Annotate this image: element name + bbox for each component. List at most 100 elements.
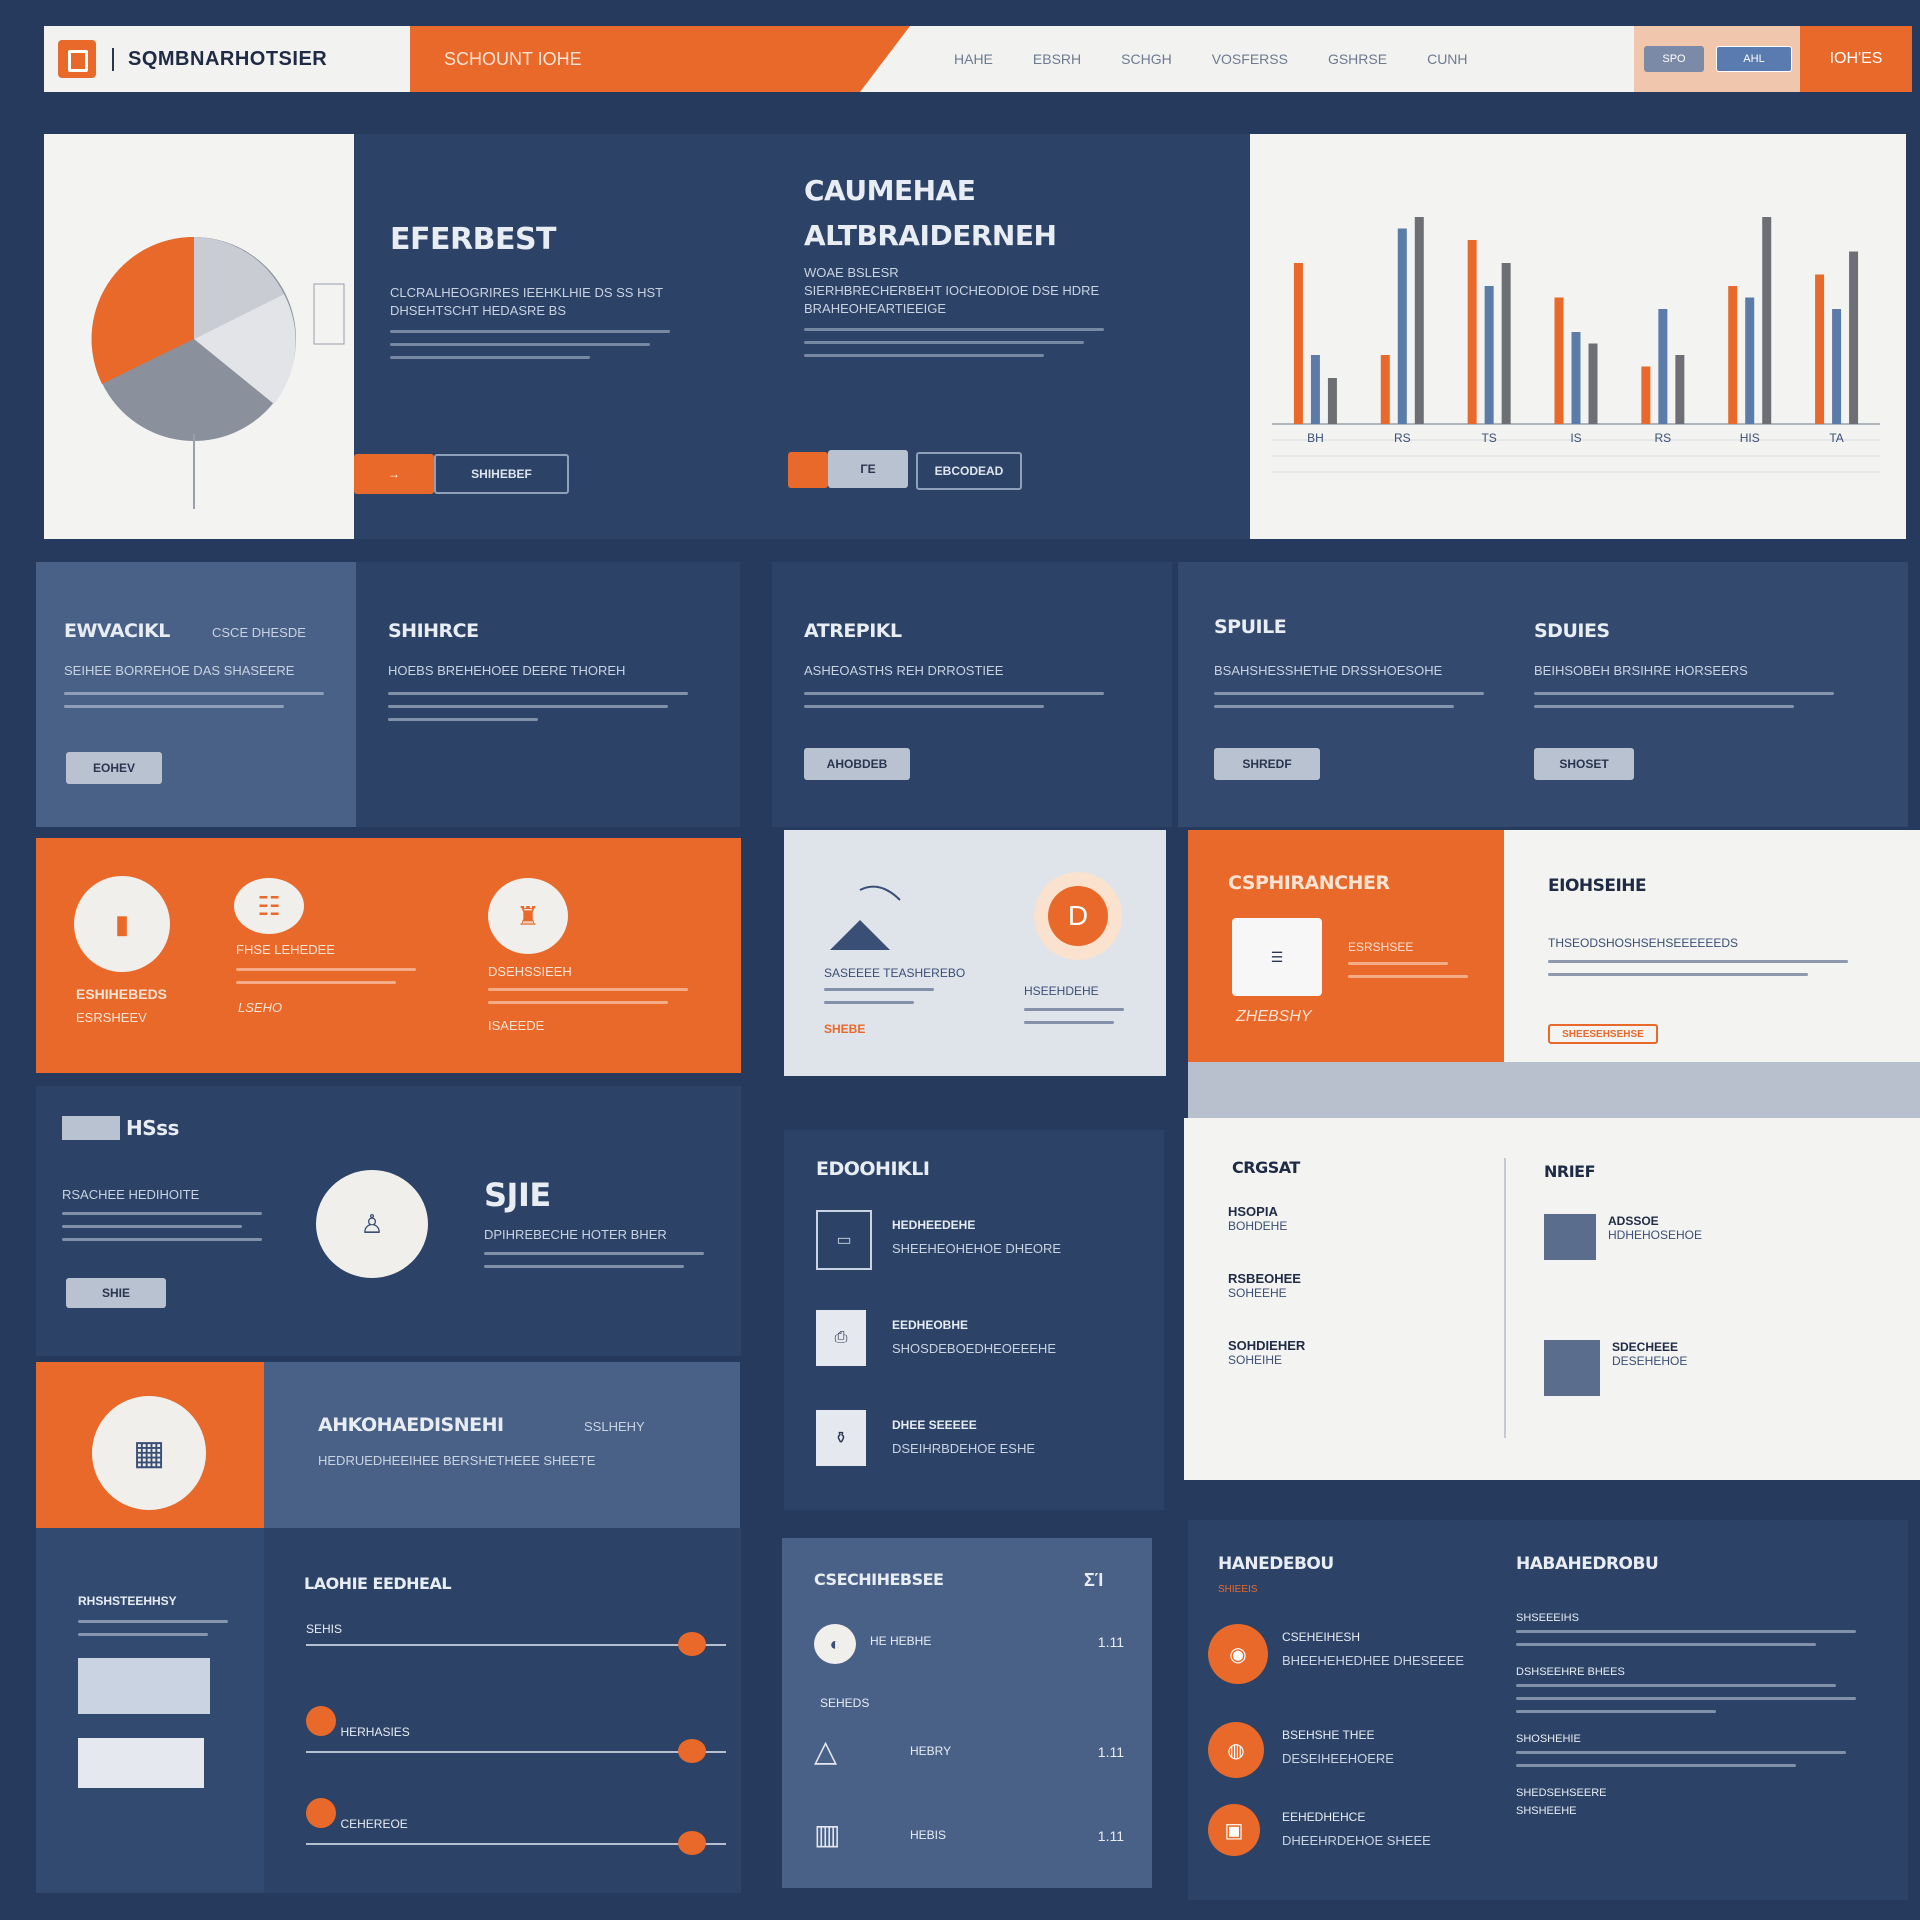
promo-caption: ESRSHSEE (1348, 940, 1414, 954)
news-paragraph-title: SHOSHEHIE (1516, 1733, 1581, 1745)
chart-tick-label: BH (1307, 431, 1324, 445)
news-item-title: CSEHEIHESH (1282, 1630, 1361, 1644)
list-item-title: DHEE SEEEEE (892, 1418, 977, 1432)
report-right-list: ADSSOE HDHEHOSEHOE SDECHEEE DESEHEHOE (1544, 1214, 1864, 1396)
text-lines (78, 1620, 228, 1636)
progress-knob[interactable] (678, 1831, 707, 1855)
nav-link[interactable]: CUNH (1427, 51, 1468, 67)
stats-badge: ΣΊ (1084, 1570, 1104, 1590)
top-navbar: SQMBNARHOTSIER SCHOUNT IOHE HAHE EBSRH S… (44, 26, 1912, 92)
main-nav: HAHE EBSRH SCHGH VOSFERSS GSHRSE CUNH (924, 26, 1664, 92)
news-item-title: EEHEDHEHCE (1282, 1810, 1366, 1824)
chart-bar (1588, 343, 1598, 424)
bag-icon: ⚱ (816, 1410, 866, 1466)
stats-value: 1.11 (1097, 1828, 1124, 1844)
news-item[interactable]: ◉ CSEHEIHESH BHEEHEHEDHEE DHESEEEE (1208, 1624, 1468, 1684)
orange-feature-strip: ▮ ESHIHEBEDS ESRSHEEV ☷ FHSE LEHEDEE LSE… (36, 838, 741, 1073)
mass-section: HSss RSACHEE HEDIHOITE SHIE ♙ SJIE DPIHR… (36, 1086, 741, 1356)
text-lines (1516, 1630, 1876, 1646)
chart-bar (1310, 355, 1320, 424)
progress-sidebar: RHSHSTEEHHSY (36, 1528, 264, 1893)
promo-badge[interactable]: SHEESEHSEHSE (1548, 1024, 1658, 1044)
stats-row[interactable]: △ HEBRY 1.11 (814, 1734, 1124, 1784)
list-section: EDOOHIKLI ▭ HEDHEEDEHE SHEEHEOHEHOE DHEO… (784, 1130, 1164, 1510)
report-row-bar (1544, 1214, 1596, 1260)
report-left-title: CRGSAT (1232, 1158, 1300, 1177)
news-item-text: BHEEHEHEDHEE DHESEEEE (1282, 1653, 1465, 1668)
hero-secondary-button[interactable]: SHIHEBEF (434, 454, 569, 494)
feature-button[interactable]: AHOBDEB (804, 748, 910, 780)
illustration-right-text: HSEEHDEHE (1024, 984, 1099, 998)
text-lines (1024, 1008, 1124, 1024)
feature-button[interactable]: SHOSET (1534, 748, 1634, 780)
nav-link[interactable]: VOSFERSS (1211, 51, 1288, 67)
building-icon: ▥ (814, 1819, 841, 1850)
nav-link[interactable]: HAHE (954, 51, 993, 67)
progress-track (306, 1632, 726, 1656)
list-item-title: EEDHEOBHE (892, 1318, 969, 1332)
hero-right-subtitle: WOAE BSLESR (804, 265, 899, 280)
chart-tick-label: HIS (1740, 431, 1760, 445)
sidebar-block (78, 1658, 210, 1714)
desktop-icon: ▭ (816, 1210, 872, 1270)
stats-row[interactable]: ▥ HEBIS 1.11 (814, 1818, 1124, 1868)
toggle-icon[interactable] (62, 1116, 120, 1140)
feature-button[interactable]: SHREDF (1214, 748, 1320, 780)
badge-icon: D (1034, 872, 1122, 960)
progress-knob[interactable] (678, 1632, 707, 1656)
mass-button[interactable]: SHIE (66, 1278, 166, 1308)
hero-right-title-2: ALTBRAIDERNEH (804, 219, 1057, 252)
text-lines (62, 1212, 262, 1241)
nav-link[interactable]: SCHGH (1121, 51, 1172, 67)
chart-tick-label: TA (1829, 431, 1843, 445)
promo-info-text: THSEODSHOSHSEHSEEEEEEDS (1548, 936, 1739, 950)
report-divider (1504, 1158, 1506, 1438)
stats-row[interactable]: ◐ HE HEBHE 1.11 (814, 1624, 1124, 1664)
mass-title: HSss (126, 1116, 179, 1140)
feature-tag: CSCE DHESDE (212, 625, 306, 640)
news-item[interactable]: ◍ BSEHSHE THEE DESEIHEEHOERE (1208, 1722, 1468, 1782)
text-lines (1534, 692, 1834, 708)
report-row-value: SOHEIHE (1228, 1353, 1283, 1367)
pie-slice (194, 237, 284, 339)
feature-text: HOEBS BREHEHOEE DEERE THOREH (388, 663, 626, 678)
hero-title: EFERBEST (390, 222, 557, 257)
text-lines (488, 988, 688, 1004)
feature-card-pair: SPUILE BSAHSHESSHETHE DRSSHOESOHE SHREDF… (1178, 562, 1908, 827)
strip-sub: ESRSHEEV (76, 1010, 147, 1025)
illustration-text: SASEEEE TEASHEREBO (824, 966, 966, 980)
nav-link[interactable]: GSHRSE (1327, 51, 1388, 67)
stats-card: CSECHIHEBSEE ΣΊ ◐ HE HEBHE 1.11 SEHEDS △… (782, 1538, 1152, 1888)
pie-chart (91, 236, 345, 509)
text-lines (1548, 960, 1848, 976)
stats-label: HEBRY (910, 1744, 952, 1758)
pie-slice (91, 236, 194, 384)
header-actions: SPO AHL (1634, 26, 1800, 92)
progress-knob[interactable] (678, 1739, 707, 1763)
header-banner[interactable]: SCHOUNT IOHE (410, 26, 910, 92)
hero-primary-button[interactable]: → (354, 454, 434, 494)
hero-right-secondary-button[interactable]: EBCODEAD (916, 452, 1022, 490)
header-pill-button[interactable]: SPO (1644, 46, 1704, 72)
header-pill-button[interactable]: AHL (1716, 46, 1792, 72)
news-item[interactable]: ▣ EEHEDHEHCE DHEEHRDEHOE SHEEE (1208, 1804, 1468, 1864)
report-row-label: RSBEOHEE (1228, 1271, 1301, 1286)
text-lines (1348, 962, 1468, 978)
chart-bar (1675, 355, 1685, 424)
feature-card: ATREPIKL ASHEOASTHS REH DRROSTIEE AHOBDE… (772, 562, 1172, 827)
hero-right-primary-button[interactable]: ΓΕ (828, 450, 908, 488)
bar-chart-card: BH RS TS IS RS HIS TA (1250, 134, 1906, 539)
cta-button[interactable]: IOH'ES (1800, 26, 1912, 92)
chart-bar (1728, 286, 1738, 424)
nav-link[interactable]: EBSRH (1032, 51, 1082, 67)
feature-button[interactable]: EOHEV (66, 752, 162, 784)
bar-chart: BH RS TS IS RS HIS TA (1272, 217, 1880, 473)
progress-label: SEHIS (306, 1622, 343, 1636)
promo-info-title: EIOHSEIHE (1548, 876, 1647, 896)
hero-right-icon-button[interactable] (788, 452, 828, 488)
figure-icon: ♜ (488, 878, 568, 954)
news-paragraph-title: SHSHEEHE (1516, 1805, 1577, 1817)
document-icon: ☰ (1232, 918, 1322, 996)
report-row-value: SOHEEHE (1228, 1286, 1287, 1300)
brand[interactable]: SQMBNARHOTSIER (44, 26, 410, 92)
